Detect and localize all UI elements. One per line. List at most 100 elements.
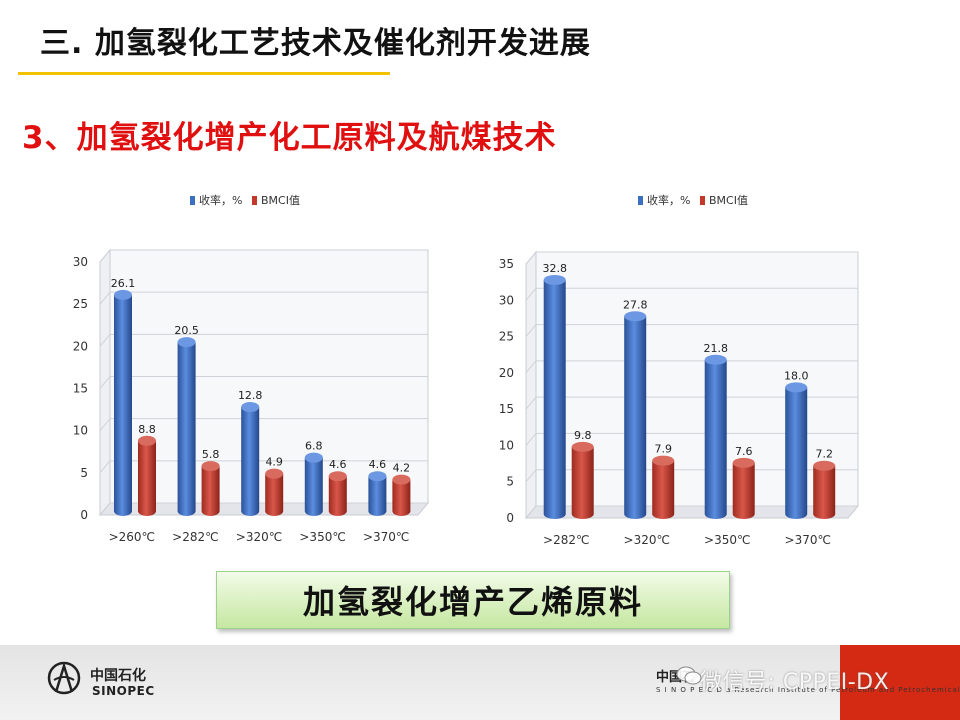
data-label: 9.8 — [574, 429, 592, 442]
gridline — [99, 376, 111, 389]
x-tick-label: >320℃ — [624, 533, 670, 547]
data-label: 18.0 — [784, 369, 809, 382]
footer-bar — [0, 645, 960, 720]
legend-swatch-red — [252, 196, 257, 205]
legend-label: BMCI值 — [261, 194, 300, 207]
banner: 加氢裂化增产乙烯原料 — [216, 571, 730, 629]
legend-label: BMCI值 — [709, 194, 748, 207]
bar-bmci — [571, 441, 594, 519]
data-label: 7.6 — [735, 445, 753, 458]
y-tick-label: 30 — [499, 293, 514, 307]
bar-yield — [368, 471, 387, 516]
data-label: 4.6 — [329, 458, 347, 471]
gridline — [525, 396, 537, 410]
bar-bmci — [328, 471, 347, 516]
watermark: 微信号: CPPEI-DX — [700, 670, 890, 695]
logo-cn: 中国石化 — [90, 668, 146, 684]
chart-right: 0 5 10 15 20 25 30 35 收率，% BMCI值 32.8 9.8 >282℃ 27.8 7… — [498, 182, 878, 562]
y-tick-label: 35 — [499, 257, 514, 271]
logo-en: SINOPEC — [92, 684, 155, 698]
gridline — [525, 324, 537, 337]
gridline — [99, 291, 111, 305]
legend-swatch-red — [700, 196, 705, 205]
gridline — [525, 251, 537, 265]
bar-bmci — [201, 461, 220, 516]
x-tick-label: >350℃ — [704, 533, 750, 547]
x-tick-label: >370℃ — [785, 533, 831, 547]
data-label: 8.8 — [138, 423, 156, 436]
y-tick-label: 20 — [73, 339, 88, 353]
bar-bmci — [392, 474, 411, 516]
data-label: 4.6 — [369, 458, 387, 471]
bar-bmci — [265, 468, 284, 516]
footer-red-block — [840, 645, 960, 720]
gridline — [525, 433, 537, 446]
x-tick-label: >282℃ — [543, 533, 589, 547]
y-tick-label: 5 — [506, 475, 514, 489]
legend: 收率，% BMCI值 — [190, 193, 300, 207]
legend-label: 收率，% — [647, 193, 690, 207]
y-tick-label: 10 — [499, 438, 514, 452]
bar-yield — [241, 402, 260, 516]
data-label: 5.8 — [202, 448, 220, 461]
bar-yield — [304, 452, 323, 516]
slide-title: 三. 加氢裂化工艺技术及催化剂开发进展 — [40, 26, 591, 61]
gridline — [99, 249, 111, 263]
data-label: 7.9 — [654, 443, 672, 456]
x-tick-label: >260℃ — [109, 530, 155, 544]
y-tick-label: 30 — [73, 255, 88, 269]
x-tick-label: >320℃ — [236, 530, 282, 544]
x-tick-label: >282℃ — [172, 530, 218, 544]
slide-subtitle: 3、加氢裂化增产化工原料及航煤技术 — [22, 120, 557, 156]
data-label: 21.8 — [703, 342, 728, 355]
bar-bmci — [813, 460, 836, 519]
banner-text: 加氢裂化增产乙烯原料 — [302, 583, 643, 621]
title-underline — [18, 72, 390, 75]
legend: 收率，% BMCI值 — [638, 193, 748, 207]
gridline — [99, 502, 111, 516]
y-tick-label: 0 — [80, 508, 88, 522]
x-tick-label: >370℃ — [363, 530, 409, 544]
y-tick-label: 15 — [499, 402, 514, 416]
y-tick-label: 15 — [73, 382, 88, 396]
bar-yield — [785, 382, 808, 519]
legend-swatch-blue — [638, 196, 643, 205]
gridline — [99, 418, 111, 431]
gridline — [525, 287, 537, 301]
bar-bmci — [732, 457, 755, 519]
gridline — [99, 460, 111, 474]
side-wall — [525, 250, 537, 520]
institute-en: S I N O P E C D a Research Institute of … — [656, 686, 960, 694]
bar-yield — [704, 354, 727, 519]
x-tick-label: >350℃ — [299, 530, 345, 544]
bar-yield — [113, 289, 132, 516]
bar-yield — [177, 337, 196, 516]
bar-bmci — [137, 435, 156, 516]
y-tick-label: 25 — [73, 297, 88, 311]
data-label: 4.2 — [393, 462, 411, 475]
gridline — [99, 334, 111, 347]
y-tick-label: 10 — [73, 424, 88, 438]
bar-yield — [624, 311, 647, 519]
data-label: 20.5 — [174, 324, 199, 337]
legend-label: 收率，% — [199, 193, 242, 207]
y-tick-label: 25 — [499, 330, 514, 344]
gridline — [525, 360, 537, 374]
data-label: 12.8 — [238, 389, 263, 402]
y-tick-label: 0 — [506, 511, 514, 525]
data-label: 32.8 — [542, 262, 567, 275]
data-label: 4.9 — [265, 456, 283, 469]
data-label: 26.1 — [111, 277, 136, 290]
legend-swatch-blue — [190, 196, 195, 205]
y-tick-label: 20 — [499, 366, 514, 380]
data-label: 6.8 — [305, 440, 323, 453]
chart-left: 0 5 10 15 20 25 30 收率，% BMCI值 26.1 8.8 >260℃ 20.5 5.8… — [50, 182, 430, 562]
bar-bmci — [652, 455, 675, 519]
wechat-icon — [676, 666, 702, 685]
sinopec-logo-icon — [47, 661, 81, 695]
y-tick-label: 5 — [80, 466, 88, 480]
data-label: 7.2 — [815, 448, 833, 461]
data-label: 27.8 — [623, 298, 648, 311]
gridline — [525, 469, 537, 483]
bar-yield — [543, 274, 566, 519]
